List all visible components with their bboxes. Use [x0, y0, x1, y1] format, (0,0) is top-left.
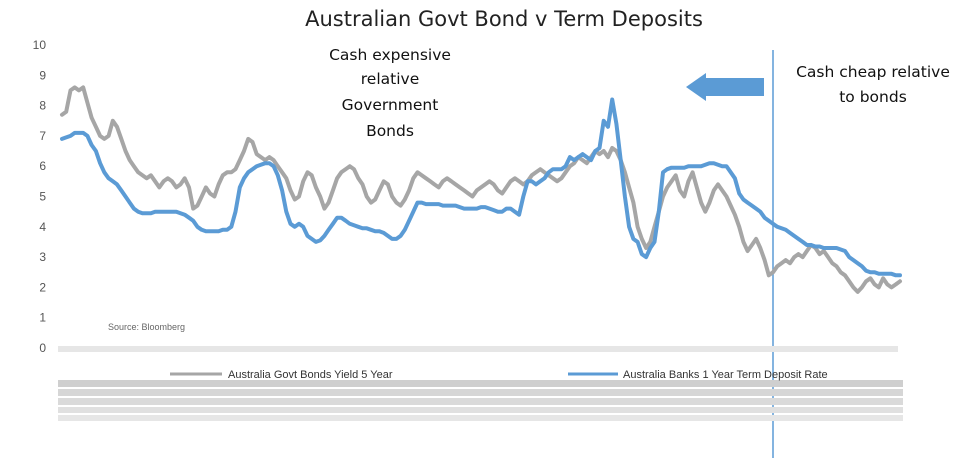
- series-layer: [60, 85, 902, 294]
- annotation-line: Cash cheap relative: [796, 63, 950, 81]
- y-tick-label: 10: [33, 38, 47, 52]
- y-tick-label: 4: [39, 220, 46, 234]
- series-line-term-deposits: [60, 97, 902, 278]
- chart-title: Australian Govt Bond v Term Deposits: [305, 7, 703, 31]
- y-tick-label: 9: [39, 68, 46, 82]
- legend-item-term-deposits: Australia Banks 1 Year Term Deposit Rate: [568, 369, 828, 381]
- annotation-line: relative: [361, 70, 419, 88]
- y-tick-label: 8: [39, 99, 46, 113]
- x-axis-label-band: [58, 398, 903, 405]
- y-tick-label: 1: [39, 311, 46, 325]
- x-axis-label-band: [58, 407, 903, 413]
- y-tick-label: 6: [39, 159, 46, 173]
- y-tick-label: 7: [39, 129, 46, 143]
- legend-label: Australia Banks 1 Year Term Deposit Rate: [623, 369, 828, 381]
- legend: Australia Govt Bonds Yield 5 Year Austra…: [170, 369, 828, 381]
- y-tick-label: 0: [39, 341, 46, 355]
- legend-label: Australia Govt Bonds Yield 5 Year: [228, 369, 393, 381]
- annotation-line: Government: [342, 96, 439, 114]
- annotation-cash-expensive: Cash expensive relative Government Bonds: [329, 46, 451, 140]
- left-arrow-icon: [686, 73, 764, 101]
- annotation-line: to bonds: [839, 88, 907, 106]
- x-axis-labels: [58, 346, 903, 421]
- y-tick-label: 3: [39, 250, 46, 264]
- x-axis-label-band: [58, 389, 903, 396]
- x-axis-label-band: [58, 380, 903, 387]
- x-axis-label-band: [58, 415, 903, 421]
- legend-item-bonds: Australia Govt Bonds Yield 5 Year: [170, 369, 393, 381]
- x-axis-label-band: [58, 346, 898, 352]
- arrow-shaft: [700, 78, 764, 96]
- arrow-head: [686, 73, 706, 101]
- source-note: Source: Bloomberg: [108, 322, 185, 332]
- annotation-cash-cheap: Cash cheap relative to bonds: [796, 63, 950, 106]
- series-line-govt-bonds: [60, 85, 902, 294]
- y-tick-label: 2: [39, 280, 46, 294]
- y-tick-label: 5: [39, 190, 46, 204]
- annotation-line: Bonds: [366, 122, 414, 140]
- annotation-line: Cash expensive: [329, 46, 451, 64]
